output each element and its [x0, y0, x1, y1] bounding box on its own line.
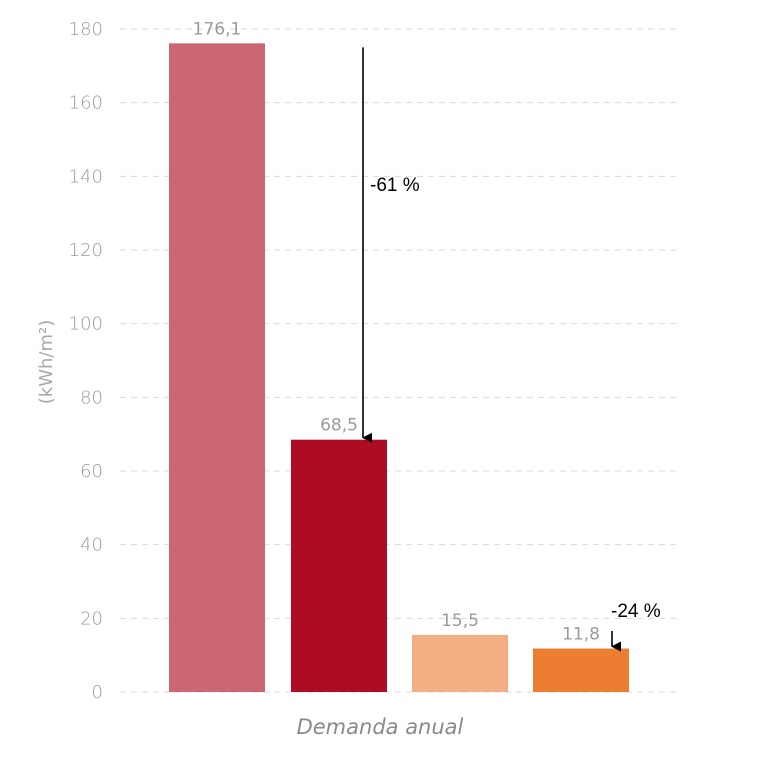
- bar: [533, 648, 629, 692]
- bar: [412, 634, 508, 692]
- y-tick-label: 40: [80, 535, 103, 556]
- y-tick-label: 140: [69, 166, 103, 187]
- bar-value-label: 68,5: [320, 416, 358, 436]
- bar-value-label: 11,8: [562, 625, 600, 645]
- bar-value-label: 176,1: [193, 19, 242, 39]
- y-axis-ticks: 0 20 40 60 80 100 120 140 160 180: [69, 19, 103, 703]
- value-labels: 176,1 68,5 15,5 11,8: [193, 19, 600, 644]
- bar: [169, 43, 265, 693]
- y-axis-title: (kWh/m²): [36, 320, 57, 405]
- y-tick-label: 80: [80, 387, 103, 408]
- annotations: -61 % -24 %: [362, 47, 661, 652]
- bar-value-label: 15,5: [441, 611, 479, 631]
- reduction-label: -24 %: [611, 601, 661, 622]
- y-tick-label: 20: [80, 608, 103, 629]
- reduction-label: -61 %: [370, 175, 420, 196]
- bar: [291, 439, 387, 692]
- y-tick-label: 120: [69, 240, 103, 261]
- y-tick-label: 60: [80, 461, 103, 482]
- y-tick-label: 180: [69, 19, 103, 40]
- y-tick-label: 160: [69, 93, 103, 114]
- bars: [169, 43, 629, 693]
- y-tick-label: 0: [92, 682, 103, 703]
- x-axis-title: Demanda anual: [297, 715, 464, 739]
- y-tick-label: 100: [69, 314, 103, 335]
